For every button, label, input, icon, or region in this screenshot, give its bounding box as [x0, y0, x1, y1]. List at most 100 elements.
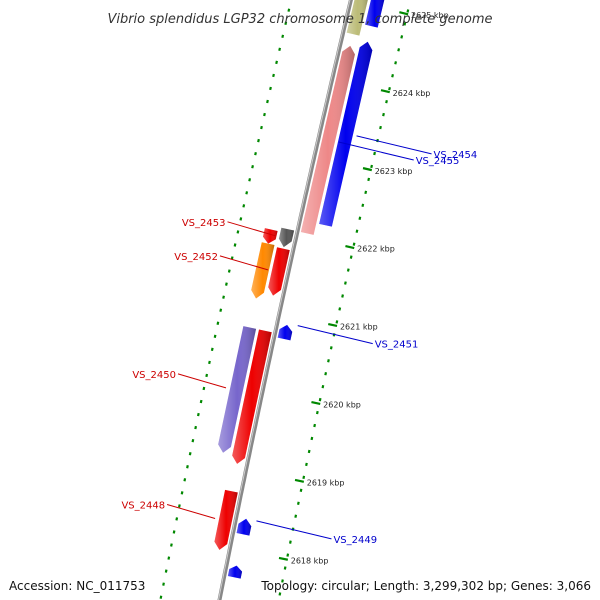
gene-label[interactable]: VS_2453: [182, 218, 226, 229]
label-leader: [297, 325, 373, 345]
ruler-dot-left: [175, 517, 179, 521]
ruler-dot-right: [341, 294, 344, 298]
backbone-line: [217, 0, 353, 600]
ruler-dot-left: [236, 230, 240, 234]
ruler-dot-right: [403, 22, 407, 26]
ruler-dot-left: [208, 360, 211, 365]
ruler-dot-left: [180, 491, 184, 495]
ruler-dot-left: [254, 151, 257, 156]
ruler-dot-right: [361, 203, 365, 208]
ruler-dot-right: [373, 151, 376, 156]
kbp-label: 2620 kbp: [323, 401, 361, 410]
kbp-label: 2619 kbp: [307, 478, 345, 487]
ruler-dot-right: [327, 359, 330, 363]
ruler-dot-right: [344, 281, 347, 285]
ruler-dot-left: [199, 399, 203, 404]
ruler-dot-right: [305, 462, 308, 467]
ruler-dot-left: [178, 504, 181, 508]
accession-text: Accession: NC_011753: [9, 579, 146, 593]
ruler-dot-right: [364, 190, 368, 195]
scale-tick: [278, 556, 289, 561]
gene-label[interactable]: VS_2450: [132, 370, 176, 381]
ruler-dot-left: [245, 191, 249, 195]
label-leader: [219, 255, 269, 271]
gene-label[interactable]: VS_2448: [121, 500, 165, 511]
ruler-dot-left: [219, 308, 223, 312]
gene-shade: [251, 242, 275, 299]
gene-label[interactable]: VS_2455: [416, 156, 460, 167]
ruler-dot-left: [202, 386, 206, 391]
ruler-dot-right: [283, 566, 287, 570]
ruler-dot-right: [346, 268, 350, 272]
ruler-dot-left: [233, 243, 237, 247]
ruler-dot-right: [299, 488, 303, 493]
kbp-label: 2618 kbp: [291, 556, 329, 565]
ruler-dot-left: [205, 373, 209, 378]
gene-shade: [214, 489, 238, 550]
gene-label[interactable]: VS_2452: [174, 252, 218, 263]
label-leader: [256, 520, 332, 540]
ruler-dot-left: [162, 582, 165, 586]
gene-shade: [277, 324, 293, 341]
ruler-dot-left: [188, 452, 192, 456]
ruler-dot-right: [281, 579, 284, 583]
ruler-dot-left: [278, 47, 282, 52]
gene-shade: [346, 0, 368, 36]
ruler-dot-right: [289, 540, 292, 544]
scale-tick: [345, 245, 355, 250]
ruler-dot-right: [307, 449, 311, 454]
ruler-dot-right: [367, 177, 371, 182]
chromosome-backbone: [217, 0, 353, 600]
ruler-dot-right: [338, 307, 342, 311]
ruler-dot-left: [284, 21, 288, 25]
ruler-dot-left: [227, 269, 231, 273]
ruler-dot-left: [213, 334, 217, 339]
ruler-dot-left: [248, 178, 252, 182]
ruler-dot-left: [260, 125, 263, 130]
label-leader: [338, 141, 414, 161]
ruler-dot-left: [170, 543, 173, 547]
ruler-dot-right: [379, 125, 382, 130]
ruler-dot-left: [251, 165, 254, 169]
ruler-dot-left: [272, 73, 275, 78]
gene-label[interactable]: VS_2454: [434, 150, 478, 161]
ruler-dot-left: [263, 112, 266, 117]
ruler-dot-right: [391, 74, 394, 78]
ruler-dot-right: [358, 216, 362, 220]
map-title: Vibrio splendidus LGP32 chromosome 1, co…: [107, 12, 492, 27]
gene-shade: [232, 329, 272, 464]
gene-label[interactable]: VS_2451: [375, 340, 419, 351]
ruler-dots: [159, 8, 410, 599]
ruler-dot-left: [172, 530, 176, 534]
scale-tick: [294, 478, 305, 483]
gene-track: [214, 0, 385, 579]
gene-shade: [268, 247, 290, 296]
kbp-label: 2624 kbp: [393, 89, 431, 98]
ruler-dot-left: [242, 204, 246, 208]
scale-tick: [311, 400, 321, 405]
ruler-dot-right: [355, 229, 359, 233]
ruler-dot-left: [194, 425, 198, 430]
ruler-dot-right: [394, 61, 398, 65]
scale-tick: [328, 322, 338, 328]
scale-ticks: 2625 kbp 2624 kbp 2623 kbp 2622 kbp 2621 kbp…: [278, 11, 449, 565]
kbp-label: 2623 kbp: [375, 167, 413, 176]
gene-shade: [300, 45, 355, 235]
kbp-label: 2621 kbp: [340, 323, 378, 332]
ruler-dot-right: [329, 346, 333, 350]
ruler-dot-left: [167, 556, 171, 560]
ruler-dot-left: [196, 412, 200, 417]
label-leader: [166, 503, 216, 519]
ruler-dot-right: [397, 48, 401, 52]
ruler-dot-left: [183, 478, 187, 482]
ruler-dot-left: [164, 569, 168, 573]
gene-label[interactable]: VS_2449: [333, 535, 377, 546]
ruler-dot-left: [222, 295, 225, 299]
ruler-dot-left: [269, 86, 272, 91]
ruler-dot-right: [321, 384, 325, 389]
ruler-dot-left: [159, 595, 163, 599]
ruler-dot-left: [239, 217, 243, 221]
ruler-dot-left: [210, 347, 214, 352]
topology-text: Topology: circular; Length: 3,299,302 bp…: [261, 579, 591, 593]
